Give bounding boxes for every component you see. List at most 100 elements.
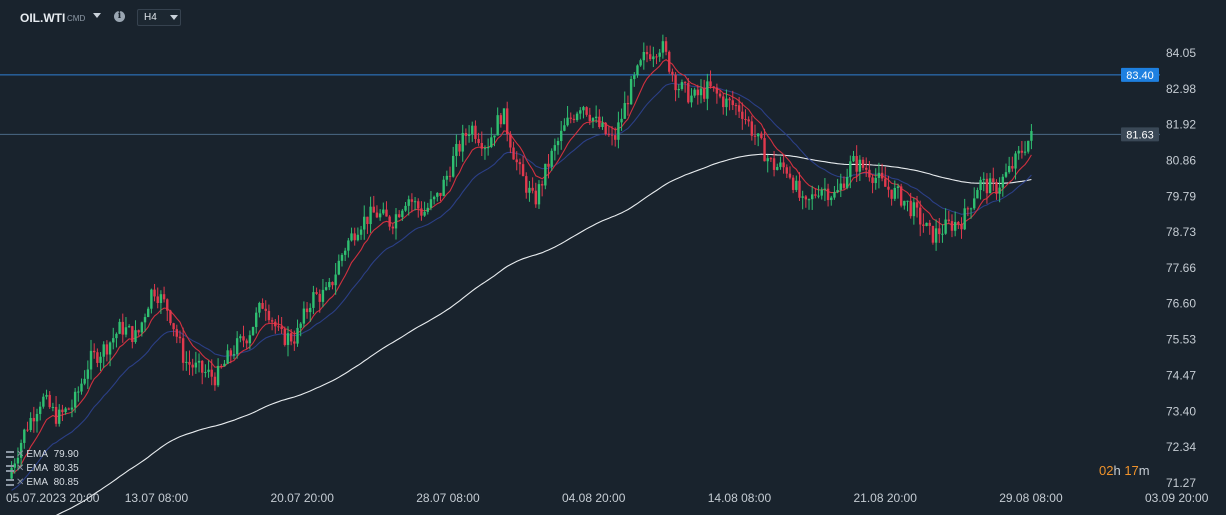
candle-body [769, 158, 773, 160]
ema-fast-line [11, 59, 1032, 475]
candle-body [318, 293, 321, 302]
symbol-name[interactable]: OIL.WTI [20, 11, 66, 25]
candle-body [439, 192, 442, 196]
candle-body [108, 342, 112, 355]
candle-body [67, 408, 70, 410]
candle-body [842, 183, 846, 188]
candle-body [267, 310, 271, 321]
candle-body [607, 134, 611, 136]
close-icon[interactable]: ✕ [16, 463, 25, 474]
candle-body [795, 180, 798, 190]
candle-body [760, 133, 763, 139]
candle-body [156, 296, 159, 304]
candle-body [636, 65, 639, 76]
candle-body [515, 159, 518, 163]
candle-body [518, 162, 522, 165]
ema-legend-row[interactable]: ✕ EMA 80.85 [6, 477, 79, 489]
candle-body [820, 189, 823, 196]
candle-body [216, 365, 220, 386]
candle-body [845, 176, 849, 188]
candle-body [312, 292, 315, 308]
timeframe-select[interactable]: H4 [137, 9, 181, 26]
candle-body [706, 81, 709, 99]
candle-body [178, 336, 182, 339]
candle-body [950, 221, 954, 231]
candle-body [677, 88, 680, 91]
candle-body [998, 187, 1001, 194]
candle-body [483, 148, 487, 150]
x-tick-label: 03.09 20:00 [1145, 491, 1209, 505]
candle-body [569, 117, 572, 119]
y-tick-label: 73.40 [1166, 404, 1196, 418]
candle-body [979, 179, 982, 191]
candle-body [99, 356, 102, 363]
settings-icon[interactable] [6, 464, 14, 472]
candle-body [480, 143, 483, 149]
candle-body [556, 141, 560, 146]
candle-body [429, 199, 433, 208]
candle-body [248, 335, 252, 344]
candle-body [620, 118, 623, 123]
settings-icon[interactable] [6, 450, 14, 458]
candle-body [16, 457, 20, 464]
candle-body [350, 233, 353, 241]
candle-body [537, 184, 541, 205]
candle-body [283, 329, 287, 345]
candle-body [499, 115, 503, 125]
candle-body [175, 329, 178, 337]
candle-body [274, 321, 277, 327]
candle-body [207, 369, 210, 372]
y-tick-label: 78.73 [1166, 225, 1196, 239]
candle-body [54, 406, 58, 424]
candle-body [506, 108, 509, 135]
candle-body [776, 166, 779, 170]
candle-body [833, 192, 836, 198]
candle-body [664, 41, 668, 52]
candle-body [347, 240, 350, 251]
candle-body [988, 178, 992, 194]
candle-body [143, 317, 147, 323]
y-tick-label: 74.47 [1166, 368, 1196, 382]
close-icon[interactable]: ✕ [16, 449, 25, 460]
candle-body [410, 199, 414, 202]
candle-body [251, 326, 255, 336]
ema-legend-row[interactable]: ✕ EMA 80.35 [6, 463, 79, 475]
candle-body [1001, 176, 1005, 188]
candle-body [455, 143, 458, 156]
candle-body [756, 133, 760, 137]
candle-body [496, 115, 499, 136]
candle-body [788, 173, 792, 178]
candle-body [159, 294, 163, 304]
candle-body [477, 138, 480, 144]
candle-body [1011, 166, 1014, 169]
candle-body [334, 274, 337, 286]
candle-body [229, 350, 233, 356]
candle-body [547, 163, 550, 167]
candle-body [1007, 166, 1011, 173]
candle-body [280, 326, 283, 330]
candle-body [467, 134, 471, 137]
candle-body [826, 188, 830, 201]
candle-body [617, 122, 620, 140]
candle-body [32, 417, 36, 422]
close-icon[interactable]: ✕ [16, 477, 25, 488]
candle-body [623, 103, 626, 119]
candle-body [359, 229, 363, 235]
candle-body [1027, 140, 1030, 152]
settings-icon[interactable] [6, 478, 14, 486]
candle-body [715, 87, 719, 94]
y-tick-label: 77.66 [1166, 261, 1196, 275]
candle-body [286, 333, 290, 345]
info-icon[interactable]: i [114, 11, 125, 22]
ema-legend-row[interactable]: ✕ EMA 79.90 [6, 449, 79, 461]
price-level-tag [1121, 67, 1159, 82]
candle-body [960, 224, 963, 230]
candle-body [258, 302, 261, 313]
candle-body [957, 222, 960, 225]
candle-body [588, 114, 592, 122]
candle-body [426, 207, 429, 212]
candle-body [947, 219, 951, 222]
symbol-dropdown-icon[interactable] [93, 13, 101, 18]
candle-body [417, 201, 420, 209]
